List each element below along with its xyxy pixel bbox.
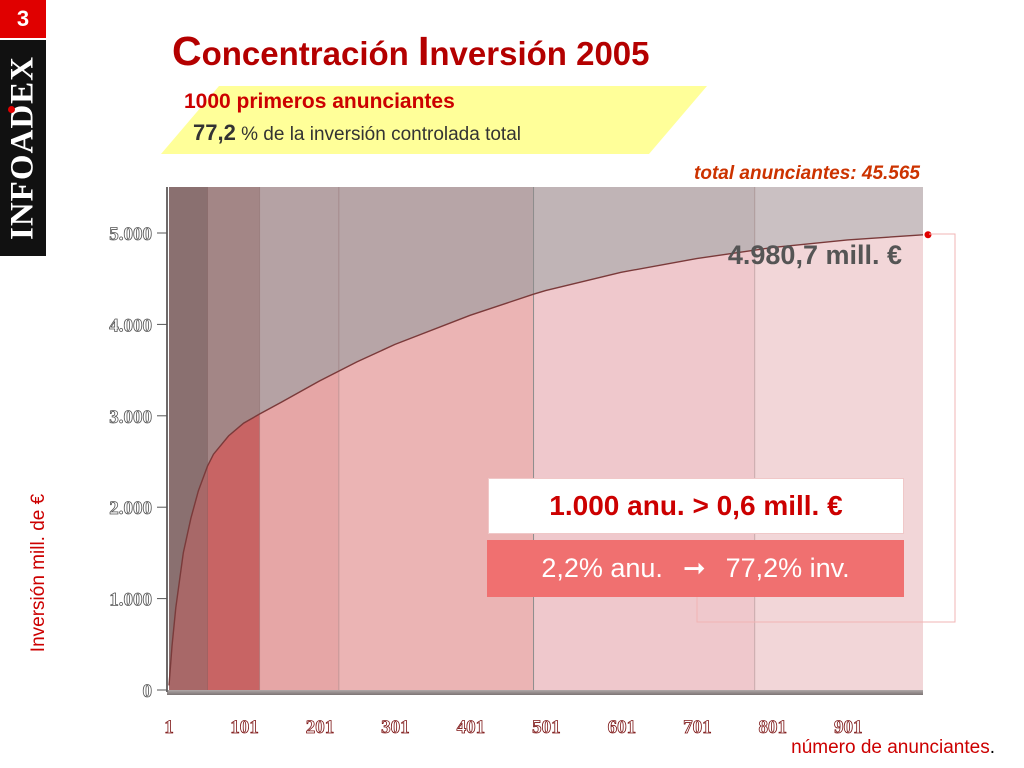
y-tick-label: 0	[143, 681, 153, 702]
total-advertisers-note: total anunciantes: 45.565	[694, 163, 920, 184]
share-advertisers: 2,2% anu.	[541, 553, 663, 583]
arrow-icon: ➞	[682, 553, 706, 583]
title-word1: oncentración	[201, 35, 418, 72]
infoadex-logo: INFOADEX	[0, 40, 46, 256]
title-initial-i: I	[417, 28, 430, 74]
x-tick-label: 901	[834, 717, 863, 738]
banner-background	[161, 86, 707, 154]
y-tick-label: 2.000	[109, 498, 152, 519]
y-tick-label: 3.000	[109, 407, 152, 428]
x-tick-label: 701	[683, 717, 712, 738]
title-initial-c: C	[172, 28, 202, 74]
share-callout: 2,2% anu. ➞ 77,2% inv.	[487, 540, 904, 597]
banner-percent-value: 77,2	[193, 120, 236, 145]
y-axis-ticks: 0 1.000 2.000 3.000 4.000 5.000	[109, 224, 167, 702]
y-tick-label: 1.000	[109, 590, 152, 611]
x-tick-label: 201	[306, 717, 335, 738]
page-title: Concentración Inversión 2005	[172, 28, 650, 75]
banner-line2: 77,2 % de la inversión controlada total	[193, 120, 521, 146]
x-tick-label: 101	[230, 717, 259, 738]
band-6	[754, 187, 923, 690]
slide-number: 3	[0, 0, 46, 38]
title-word2: nversión 2005	[429, 35, 650, 72]
final-value-label: 4.980,7 mill. €	[727, 240, 902, 270]
x-axis-label-text: número de anunciantes	[791, 737, 990, 758]
x-tick-label: 801	[759, 717, 788, 738]
x-axis-label-period: .	[989, 737, 995, 758]
share-investment: 77,2% inv.	[725, 553, 850, 583]
x-axis-ticks: 1 101 201 301 401 501 601 701 801 901	[164, 717, 863, 739]
y-tick-label: 4.000	[109, 315, 152, 336]
x-axis-label: número de anunciantes.	[640, 737, 995, 759]
banner-line1: 1000 primeros anunciantes	[184, 90, 455, 113]
logo-dot	[8, 106, 15, 113]
plot-floor	[167, 690, 923, 695]
x-tick-label: 1	[164, 717, 174, 738]
x-tick-label: 501	[532, 717, 561, 738]
banner-line2-text: % de la inversión controlada total	[241, 124, 521, 145]
x-tick-label: 301	[381, 717, 410, 738]
x-tick-label: 401	[457, 717, 486, 738]
threshold-callout: 1.000 anu. > 0,6 mill. €	[488, 478, 904, 534]
y-tick-label: 5.000	[109, 224, 152, 245]
cumulative-investment-line	[168, 234, 924, 686]
y-axis-label: Inversión mill. de €	[28, 493, 49, 653]
final-value-marker	[924, 231, 932, 239]
final-value-bracket	[696, 233, 956, 623]
x-tick-label: 601	[608, 717, 637, 738]
